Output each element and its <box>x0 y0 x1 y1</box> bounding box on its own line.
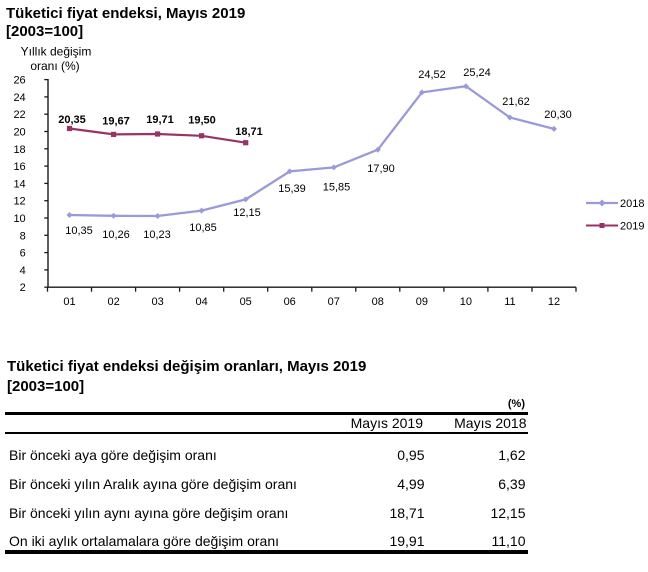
svg-text:10: 10 <box>460 296 472 308</box>
svg-text:21,62: 21,62 <box>502 96 530 108</box>
svg-text:01: 01 <box>63 296 75 308</box>
svg-text:10,23: 10,23 <box>143 229 171 241</box>
svg-text:oranı (%): oranı (%) <box>30 59 79 73</box>
svg-text:15,39: 15,39 <box>278 183 306 195</box>
svg-text:18,71: 18,71 <box>235 126 263 138</box>
svg-text:20,30: 20,30 <box>544 109 572 121</box>
svg-text:2018: 2018 <box>620 198 644 210</box>
svg-text:05: 05 <box>240 296 252 308</box>
svg-text:20,35: 20,35 <box>58 114 86 126</box>
svg-text:15,85: 15,85 <box>323 182 351 194</box>
svg-text:2: 2 <box>20 282 26 294</box>
svg-text:18: 18 <box>13 144 25 156</box>
svg-text:25,24: 25,24 <box>463 67 491 79</box>
svg-text:20: 20 <box>13 127 25 139</box>
svg-text:22: 22 <box>13 109 25 121</box>
svg-text:24,52: 24,52 <box>418 69 446 81</box>
svg-text:08: 08 <box>372 296 384 308</box>
svg-text:06: 06 <box>284 296 296 308</box>
svg-text:6: 6 <box>20 248 26 260</box>
svg-text:16: 16 <box>13 161 25 173</box>
svg-text:4: 4 <box>20 265 26 277</box>
svg-text:04: 04 <box>195 296 207 308</box>
svg-text:12,15: 12,15 <box>233 207 261 219</box>
svg-text:12: 12 <box>13 196 25 208</box>
svg-text:10,85: 10,85 <box>189 222 217 234</box>
svg-text:19,71: 19,71 <box>146 114 174 126</box>
svg-text:8: 8 <box>20 230 26 242</box>
svg-text:Yıllık değişim: Yıllık değişim <box>21 45 92 59</box>
svg-text:11: 11 <box>504 296 515 308</box>
svg-text:07: 07 <box>328 296 340 308</box>
svg-text:02: 02 <box>107 296 119 308</box>
svg-text:19,50: 19,50 <box>188 115 216 127</box>
svg-text:2019: 2019 <box>620 221 644 233</box>
svg-text:03: 03 <box>151 296 163 308</box>
svg-text:10,26: 10,26 <box>102 229 130 241</box>
svg-text:12: 12 <box>548 296 560 308</box>
svg-text:10: 10 <box>13 213 25 225</box>
svg-text:14: 14 <box>13 178 25 190</box>
svg-text:09: 09 <box>416 296 428 308</box>
svg-text:10,35: 10,35 <box>65 225 93 237</box>
svg-text:19,67: 19,67 <box>102 116 130 128</box>
svg-text:24: 24 <box>13 92 25 104</box>
svg-text:17,90: 17,90 <box>367 163 395 175</box>
svg-text:26: 26 <box>13 75 25 87</box>
